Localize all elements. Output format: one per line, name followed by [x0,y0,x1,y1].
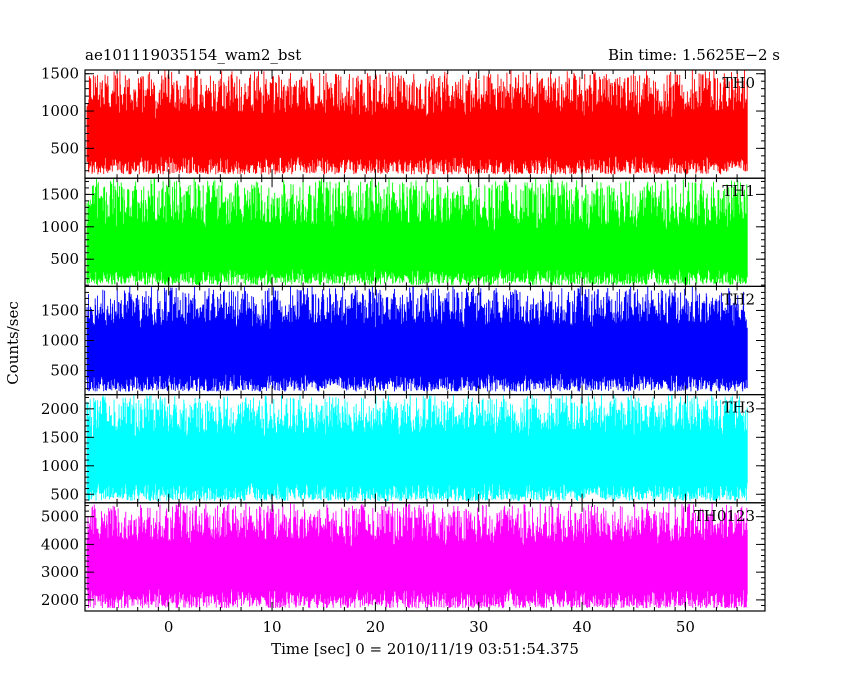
panel-th3: 500 1000 1500 2000 TH3 [41,394,766,504]
series-th3 [86,394,748,502]
y-tick-label: 2000 [41,591,79,609]
x-tick-label: 0 [164,618,174,636]
panel-label: TH2 [722,290,755,308]
panel-label: TH1 [722,182,755,200]
y-tick-label: 500 [50,362,79,380]
panel-th2: 500 1000 1500 TH2 [41,285,766,396]
panel-th0: 500 1000 1500 TH0 [41,65,766,179]
panel-th0123: 2000 3000 4000 5000 TH0123 [41,502,766,612]
y-tick-label: 1000 [41,457,79,475]
series-th0 [86,70,748,175]
x-tick-label: 10 [263,618,282,636]
x-axis: 0 10 20 30 40 50 [164,618,695,636]
x-tick-label: 30 [469,618,488,636]
panels-group: 500 1000 1500 TH0 500 1000 1500 TH1 500 1000 1500 T… [41,65,766,612]
panel-label: TH3 [722,399,755,417]
y-tick-label: 1500 [41,65,79,83]
chart-title: ae101119035154_wam2_bst [85,46,301,64]
y-tick-label: 500 [50,250,79,268]
y-tick-label: 3000 [41,563,79,581]
series-th1 [86,178,748,286]
bin-time-label: Bin time: 1.5625E−2 s [608,46,780,64]
y-tick-label: 5000 [41,508,79,526]
x-tick-label: 50 [676,618,695,636]
panel-label: TH0 [722,74,755,92]
panel-frame [84,502,766,612]
x-axis-label: Time [sec] 0 = 2010/11/19 03:51:54.375 [271,640,579,658]
y-tick-label: 1000 [41,332,79,350]
x-tick-label: 40 [573,618,592,636]
panel-label: TH0123 [694,507,755,525]
y-axis-label: Counts/sec [4,301,22,385]
y-tick-label: 4000 [41,535,79,553]
y-tick-label: 500 [50,485,79,503]
y-tick-label: 1000 [41,102,79,120]
panel-th1: 500 1000 1500 TH1 [41,177,766,287]
series-th0123 [86,502,748,609]
y-tick-label: 500 [50,139,79,157]
y-tick-label: 1500 [41,428,79,446]
y-tick-label: 2000 [41,400,79,418]
y-tick-label: 1500 [41,185,79,203]
y-tick-label: 1500 [41,301,79,319]
series-th2 [86,286,748,392]
x-tick-label: 20 [366,618,385,636]
y-tick-label: 1000 [41,218,79,236]
